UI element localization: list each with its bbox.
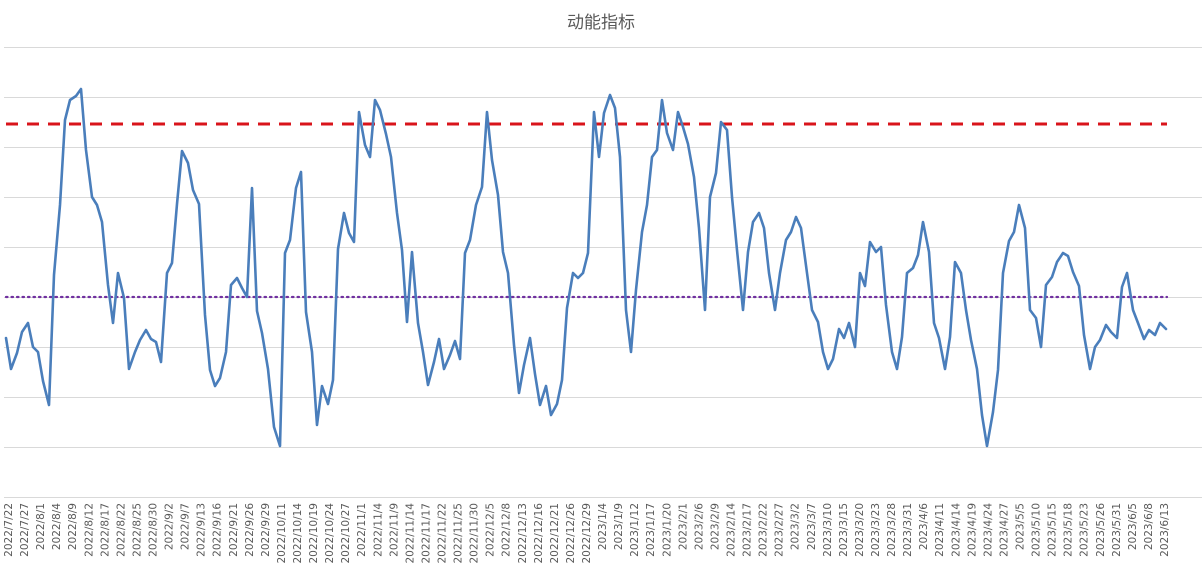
x-tick-label: 2023/4/11: [934, 503, 946, 557]
x-tick-label: 2023/5/31: [1111, 503, 1123, 557]
x-tick-label: 2022/8/22: [115, 503, 127, 557]
x-tick-label: 2022/10/14: [292, 503, 304, 564]
x-tick-label: 2022/9/13: [196, 503, 208, 557]
x-tick-label: 2022/10/24: [324, 503, 336, 564]
x-tick-label: 2023/2/1: [677, 503, 689, 550]
x-tick-label: 2022/9/21: [228, 503, 240, 557]
x-tick-label: 2022/11/17: [420, 503, 432, 564]
x-tick-label: 2023/2/27: [774, 503, 786, 557]
x-tick-label: 2023/1/9: [613, 503, 625, 550]
x-tick-label: 2022/11/30: [469, 503, 481, 564]
x-tick-label: 2023/1/17: [645, 503, 657, 557]
x-tick-label: 2022/8/12: [83, 503, 95, 557]
x-tick-label: 2023/3/2: [790, 503, 802, 550]
x-tick-label: 2023/2/22: [758, 503, 770, 557]
x-tick-label: 2023/1/20: [661, 503, 673, 557]
x-tick-label: 2023/3/15: [838, 503, 850, 557]
x-tick-label: 2023/2/6: [693, 503, 705, 550]
reference-lines: [4, 122, 1169, 299]
x-tick-label: 2022/12/26: [565, 503, 577, 564]
x-tick-label: 2022/10/19: [308, 503, 320, 564]
x-tick-label: 2023/4/24: [982, 503, 994, 557]
x-tick-label: 2022/11/4: [372, 503, 384, 557]
x-tick-label: 2023/4/27: [998, 503, 1010, 557]
x-tick-label: 2022/9/16: [212, 503, 224, 557]
x-tick-label: 2022/9/29: [260, 503, 272, 557]
x-tick-label: 2023/5/23: [1079, 503, 1091, 557]
x-tick-label: 2022/12/5: [485, 503, 497, 557]
x-tick-label: 2023/2/17: [742, 503, 754, 557]
x-tick-label: 2022/12/8: [501, 503, 513, 557]
x-tick-label: 2022/8/1: [35, 503, 47, 550]
x-tick-label: 2022/12/16: [533, 503, 545, 564]
x-tick-label: 2023/3/28: [886, 503, 898, 557]
x-tick-label: 2023/3/7: [806, 503, 818, 550]
x-tick-label: 2023/5/18: [1063, 503, 1075, 557]
x-tick-label: 2022/9/7: [180, 503, 192, 550]
x-tick-label: 2022/10/11: [276, 503, 288, 564]
x-tick-label: 2022/11/22: [437, 503, 449, 564]
x-tick-label: 2022/12/13: [517, 503, 529, 564]
x-tick-label: 2023/5/10: [1031, 503, 1043, 557]
chart-title: 动能指标: [567, 13, 635, 33]
x-tick-label: 2023/3/20: [854, 503, 866, 557]
x-tick-label: 2023/4/6: [918, 503, 930, 550]
x-tick-label: 2022/12/21: [549, 503, 561, 564]
x-tick-label: 2022/11/25: [453, 503, 465, 564]
x-tick-label: 2023/4/14: [950, 503, 962, 557]
x-tick-label: 2022/11/9: [388, 503, 400, 557]
x-tick-label: 2023/6/13: [1159, 503, 1171, 557]
x-tick-label: 2022/11/1: [356, 503, 368, 557]
x-tick-label: 2022/8/25: [131, 503, 143, 557]
series-line: [4, 87, 1168, 448]
x-tick-label: 2023/3/31: [902, 503, 914, 557]
x-axis-labels: 2022/7/22 2022/7/27 2022/8/1 2022/8/4 2022/8…: [3, 503, 1171, 564]
x-tick-label: 2023/5/5: [1015, 503, 1027, 550]
x-tick-label: 2022/7/22: [3, 503, 15, 557]
x-tick-label: 2023/2/9: [709, 503, 721, 550]
x-tick-label: 2022/7/27: [19, 503, 31, 557]
x-tick-label: 2023/2/14: [726, 503, 738, 557]
x-tick-label: 2023/5/26: [1095, 503, 1107, 557]
x-tick-label: 2022/8/17: [99, 503, 111, 557]
x-tick-label: 2023/1/4: [597, 503, 609, 550]
x-tick-label: 2023/3/23: [870, 503, 882, 557]
x-tick-label: 2022/12/29: [581, 503, 593, 564]
x-tick-label: 2023/6/5: [1127, 503, 1139, 550]
x-tick-label: 2022/10/27: [340, 503, 352, 564]
x-tick-label: 2023/3/10: [822, 503, 834, 557]
x-tick-label: 2022/8/9: [67, 503, 79, 550]
x-tick-label: 2022/11/14: [404, 503, 416, 564]
x-tick-label: 2023/5/15: [1047, 503, 1059, 557]
x-tick-label: 2022/9/26: [244, 503, 256, 557]
x-tick-label: 2022/8/30: [148, 503, 160, 557]
x-tick-label: 2022/8/4: [51, 503, 63, 550]
gridlines: [4, 47, 1202, 498]
x-tick-label: 2022/9/2: [164, 503, 176, 550]
x-tick-label: 2023/1/12: [629, 503, 641, 557]
x-tick-label: 2023/6/8: [1143, 503, 1155, 550]
momentum-series-line: [4, 87, 1168, 448]
x-tick-label: 2023/4/19: [966, 503, 978, 557]
